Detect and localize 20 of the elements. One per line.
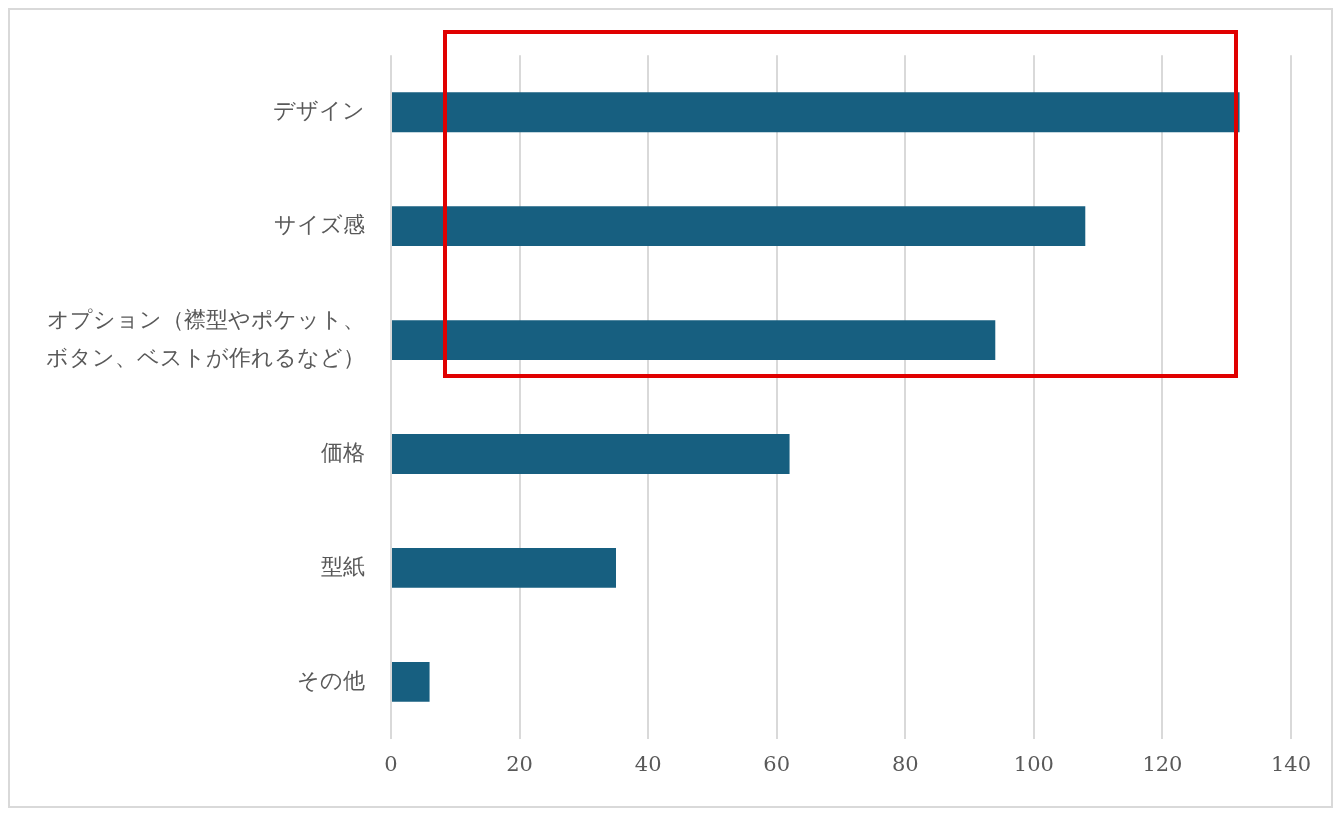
x-tick-label: 40 xyxy=(634,751,662,776)
x-tick-label: 20 xyxy=(506,751,533,776)
y-tick-label: サイズ感 xyxy=(274,211,365,237)
bar xyxy=(392,206,1086,247)
y-tick-label: オプション（襟型やポケット、ボタン、ベストが作れるなど） xyxy=(46,306,365,371)
bar xyxy=(392,661,430,702)
x-tick-label: 140 xyxy=(1270,751,1312,776)
x-tick-label: 80 xyxy=(891,751,919,776)
x-tick-label: 120 xyxy=(1142,751,1183,776)
bar xyxy=(392,320,996,360)
y-tick-label: その他 xyxy=(297,667,365,693)
x-tick-label: 60 xyxy=(763,751,791,776)
y-tick-label: 型紙 xyxy=(321,553,365,579)
bar xyxy=(392,547,616,588)
y-tick-label: デザイン xyxy=(273,97,365,123)
x-tick-label: 100 xyxy=(1013,751,1054,776)
y-tick-label: 価格 xyxy=(321,439,365,465)
x-tick-label: 0 xyxy=(384,751,398,776)
bar xyxy=(392,434,790,474)
bar xyxy=(392,92,1240,133)
